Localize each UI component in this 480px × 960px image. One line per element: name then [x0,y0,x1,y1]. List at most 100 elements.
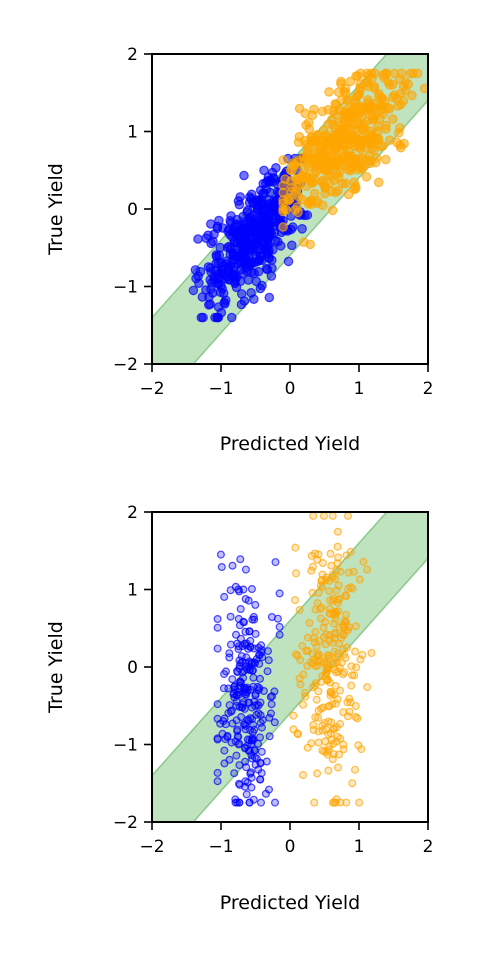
scatter-point [354,741,363,750]
scatter-point [227,312,237,323]
scatter-point [333,732,342,741]
scatter-point [213,768,222,777]
scatter-point [324,159,334,170]
scatter-point [373,121,383,132]
scatter-point [259,165,269,176]
scatter-point [327,718,336,727]
scatter-point [245,746,254,755]
scatter-point [318,721,327,730]
scatter-point [325,587,334,596]
scatter-point [256,775,265,784]
scatter-point [213,614,222,623]
scatter-point [235,621,244,630]
scatter-point [330,647,339,656]
scatter-point [269,195,279,206]
scatter-point [213,777,222,786]
top-x-tick-label: 2 [423,379,434,399]
scatter-point [292,569,301,578]
scatter-point [344,584,353,593]
scatter-point [248,735,257,744]
scatter-point [419,83,428,94]
scatter-point [213,700,222,709]
scatter-point [226,612,235,621]
scatter-point [328,570,337,579]
scatter-point [249,294,259,304]
scatter-point [336,567,345,576]
scatter-point [343,712,352,721]
scatter-point [257,798,266,807]
scatter-point [319,512,328,520]
scatter-point [298,237,309,247]
scatter-point [324,664,333,673]
scatter-point [278,155,288,165]
scatter-point [256,733,265,742]
scatter-point [299,670,308,679]
scatter-point [381,68,392,79]
scatter-point [275,622,284,631]
top-series-orange [278,68,428,250]
scatter-point [236,659,245,668]
bottom-x-axis-label: Predicted Yield [220,892,360,914]
scatter-point [367,73,377,84]
scatter-point [393,101,403,111]
scatter-point [330,725,339,734]
top-x-axis-label: Predicted Yield [220,433,360,455]
scatter-point [314,738,323,747]
scatter-point [289,711,298,720]
scatter-point [267,167,278,178]
scatter-point [309,104,319,115]
scatter-point [327,689,336,698]
scatter-point [246,714,255,723]
scatter-point [348,779,357,788]
scatter-point [240,233,251,243]
scatter-point [351,647,360,656]
top-x-tick-label: −2 [139,379,164,399]
scatter-point [336,79,346,89]
scatter-point [348,671,357,680]
scatter-point [236,604,245,613]
scatter-point [258,716,267,725]
scatter-point [340,668,349,677]
bottom-x-tick-label: −2 [139,837,164,857]
scatter-point [252,754,261,763]
scatter-point [247,783,256,792]
scatter-point [293,651,302,660]
scatter-point [340,178,351,189]
scatter-point [308,562,317,571]
scatter-point [349,567,358,576]
scatter-point [250,658,259,667]
scatter-point [218,223,228,233]
scatter-point [332,586,341,595]
scatter-point [257,747,266,756]
scatter-point [355,153,365,164]
top-x-tick-label: 0 [285,379,296,399]
scatter-point [317,575,326,584]
scatter-point [308,588,317,597]
scatter-point [295,605,304,614]
scatter-point [324,87,334,97]
top-x-tick-label: 1 [354,379,365,399]
scatter-point [255,650,264,659]
scatter-point [228,561,237,570]
scatter-point [241,686,250,695]
scatter-point [242,790,251,799]
scatter-point [369,81,380,92]
scatter-point [310,549,319,558]
scatter-point [217,562,226,571]
scatter-point [275,630,284,639]
scatter-point [255,283,266,294]
scatter-point [326,549,335,558]
scatter-point [264,656,273,665]
scatter-point [325,651,334,660]
scatter-point [241,594,250,603]
scatter-point [283,195,294,206]
scatter-point [193,234,203,244]
scatter-point [370,157,381,168]
scatter-point [342,132,353,142]
scatter-point [251,701,260,710]
bottom-ticks: −2−2 −1 −1 0 0 1 1 2 2 [113,503,433,857]
bottom-y-tick-label: 1 [127,581,138,601]
scatter-point [363,683,372,692]
scatter-point [312,642,321,651]
scatter-point [235,761,244,770]
